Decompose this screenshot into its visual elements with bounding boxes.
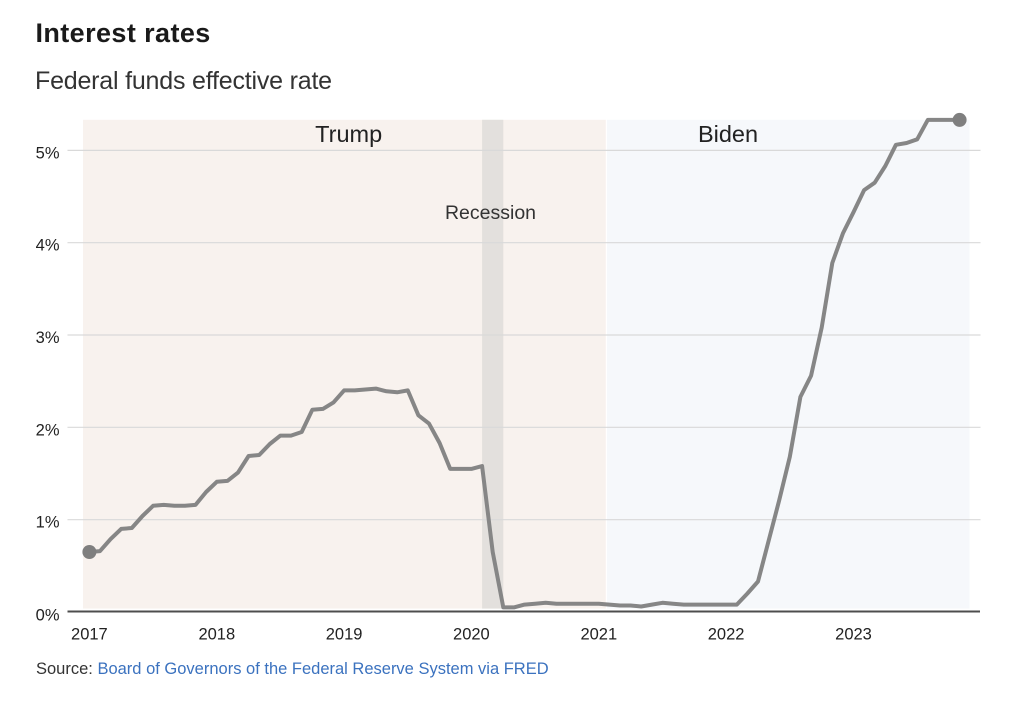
svg-text:2%: 2%	[36, 421, 60, 439]
svg-text:2023: 2023	[835, 626, 872, 644]
svg-text:1%: 1%	[36, 514, 60, 532]
svg-text:2021: 2021	[580, 626, 617, 644]
svg-text:2022: 2022	[708, 626, 745, 644]
svg-text:Recession: Recession	[445, 202, 536, 224]
svg-text:Biden: Biden	[698, 121, 758, 147]
svg-text:2020: 2020	[453, 626, 490, 644]
svg-text:4%: 4%	[36, 237, 60, 255]
svg-text:2017: 2017	[71, 626, 108, 644]
svg-text:0%: 0%	[36, 607, 60, 625]
svg-text:3%: 3%	[36, 329, 60, 347]
svg-text:Trump: Trump	[315, 121, 382, 147]
svg-text:2018: 2018	[198, 626, 235, 644]
svg-text:5%: 5%	[36, 144, 60, 162]
svg-text:2019: 2019	[326, 626, 363, 644]
